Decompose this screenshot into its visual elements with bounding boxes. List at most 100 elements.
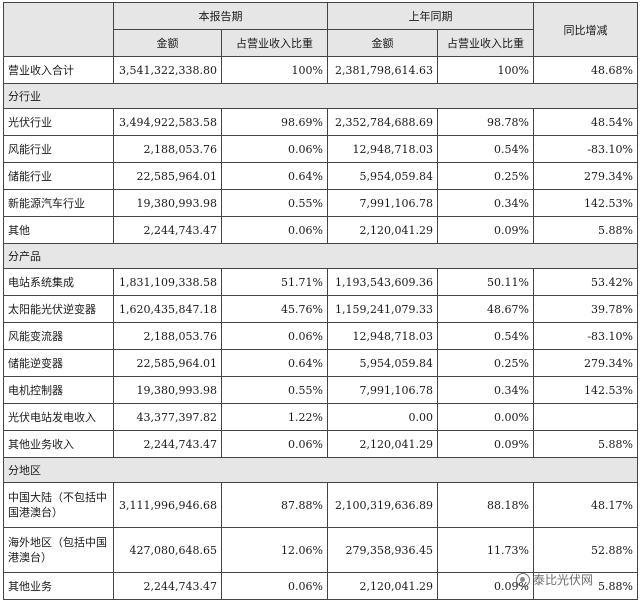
- current-ratio: 51.71%: [221, 268, 328, 296]
- current-ratio: 1.22%: [221, 403, 328, 431]
- table-row: 电站系统集成 1,831,109,338.58 51.71% 1,193,543,60…: [3, 268, 638, 296]
- prior-amount: 7,991,106.78: [327, 189, 438, 217]
- prior-ratio: 88.18%: [437, 482, 534, 528]
- current-ratio: 0.64%: [221, 349, 328, 377]
- yoy-change: 279.34%: [533, 162, 638, 190]
- total-yoy: 48.68%: [533, 56, 638, 84]
- table-row: 风能行业 2,188,053.76 0.06% 12,948,718.03 0.54% -…: [3, 135, 638, 163]
- current-ratio: 0.06%: [221, 322, 328, 350]
- header-current-amount: 金额: [113, 29, 222, 57]
- prior-ratio: 50.11%: [437, 268, 534, 296]
- current-amount: 3,111,996,946.68: [113, 482, 222, 528]
- current-amount: 22,585,964.01: [113, 162, 222, 190]
- yoy-change: 53.42%: [533, 268, 638, 296]
- current-amount: 2,244,743.47: [113, 572, 222, 600]
- total-prior-ratio: 100%: [437, 56, 534, 84]
- total-current-amount: 3,541,322,338.80: [113, 56, 222, 84]
- prior-amount: 279,358,936.45: [327, 527, 438, 573]
- prior-ratio: 11.73%: [437, 527, 534, 573]
- current-amount: 43,377,397.82: [113, 403, 222, 431]
- section-header-row: 分产品: [3, 243, 638, 269]
- prior-amount: 12,948,718.03: [327, 135, 438, 163]
- yoy-change: 48.54%: [533, 108, 638, 136]
- current-ratio: 0.55%: [221, 376, 328, 404]
- current-ratio: 87.88%: [221, 482, 328, 528]
- table-row: 中国大陆（不包括中国港澳台） 3,111,996,946.68 87.88% 2,10…: [3, 482, 638, 528]
- table-row: 海外地区（包括中国港澳台） 427,080,648.65 12.06% 279,358…: [3, 527, 638, 573]
- header-prior-amount: 金额: [327, 29, 438, 57]
- row-label: 光伏行业: [3, 108, 114, 136]
- current-amount: 427,080,648.65: [113, 527, 222, 573]
- table-row: 光伏电站发电收入 43,377,397.82 1.22% 0.00 0.00%: [3, 403, 638, 431]
- yoy-change: 5.88%: [533, 572, 638, 600]
- header-blank: [3, 2, 114, 57]
- total-label: 营业收入合计: [3, 56, 114, 84]
- prior-ratio: 0.54%: [437, 322, 534, 350]
- current-amount: 19,380,993.98: [113, 189, 222, 217]
- current-ratio: 0.06%: [221, 430, 328, 458]
- watermark: 泰比光伏网: [516, 571, 593, 588]
- row-label: 其他: [3, 216, 114, 244]
- table-row: 其他业务 2,244,743.47 0.06% 2,120,041.29 0.09% 5.…: [3, 572, 638, 600]
- prior-amount: 7,991,106.78: [327, 376, 438, 404]
- current-ratio: 12.06%: [221, 527, 328, 573]
- yoy-change: 5.88%: [533, 216, 638, 244]
- header-row-groups: 本报告期 上年同期 同比增减: [3, 2, 638, 57]
- row-label: 太阳能光伏逆变器: [3, 295, 114, 323]
- prior-amount: 5,954,059.84: [327, 162, 438, 190]
- current-ratio: 0.55%: [221, 189, 328, 217]
- current-amount: 22,585,964.01: [113, 349, 222, 377]
- total-current-ratio: 100%: [221, 56, 328, 84]
- prior-ratio: 0.25%: [437, 349, 534, 377]
- prior-amount: 2,100,319,636.89: [327, 482, 438, 528]
- total-prior-amount: 2,381,798,614.63: [327, 56, 438, 84]
- prior-ratio: 0.09%: [437, 216, 534, 244]
- table-row: 太阳能光伏逆变器 1,620,435,847.18 45.76% 1,159,241,…: [3, 295, 638, 323]
- current-ratio: 45.76%: [221, 295, 328, 323]
- current-amount: 1,620,435,847.18: [113, 295, 222, 323]
- yoy-change: 279.34%: [533, 349, 638, 377]
- prior-amount: 12,948,718.03: [327, 322, 438, 350]
- prior-amount: 2,120,041.29: [327, 216, 438, 244]
- section-title: 分地区: [3, 457, 638, 483]
- header-row-columns: 金额 占营业收入比重 金额 占营业收入比重: [4, 29, 638, 57]
- prior-amount: 2,352,784,688.69: [327, 108, 438, 136]
- section-title: 分行业: [3, 83, 638, 109]
- current-amount: 3,494,922,583.58: [113, 108, 222, 136]
- table-row: 其他 2,244,743.47 0.06% 2,120,041.29 0.09% 5.88…: [3, 216, 638, 244]
- table-row: 新能源汽车行业 19,380,993.98 0.55% 7,991,106.78 0.3…: [3, 189, 638, 217]
- yoy-change: 52.88%: [533, 527, 638, 573]
- yoy-change: -83.10%: [533, 135, 638, 163]
- watermark-text: 泰比光伏网: [533, 573, 594, 587]
- header-prior-ratio: 占营业收入比重: [437, 29, 534, 57]
- yoy-change: 142.53%: [533, 376, 638, 404]
- revenue-table: 本报告期 上年同期 同比增减 金额 占营业收入比重 金额 占营业收入比重 营业收…: [3, 2, 638, 600]
- row-label: 电站系统集成: [3, 268, 114, 296]
- prior-amount: 0.00: [327, 403, 438, 431]
- prior-amount: 2,120,041.29: [327, 430, 438, 458]
- prior-amount: 5,954,059.84: [327, 349, 438, 377]
- yoy-change: 39.78%: [533, 295, 638, 323]
- header-current-period: 本报告期: [113, 2, 328, 30]
- current-amount: 19,380,993.98: [113, 376, 222, 404]
- current-ratio: 0.06%: [221, 135, 328, 163]
- row-label: 电机控制器: [3, 376, 114, 404]
- prior-amount: 1,193,543,609.36: [327, 268, 438, 296]
- prior-ratio: 0.09%: [437, 430, 534, 458]
- prior-ratio: 0.34%: [437, 376, 534, 404]
- current-ratio: 0.06%: [221, 216, 328, 244]
- yoy-change: [533, 403, 638, 431]
- header-current-ratio: 占营业收入比重: [221, 29, 328, 57]
- current-ratio: 0.06%: [221, 572, 328, 600]
- table-row: 电机控制器 19,380,993.98 0.55% 7,991,106.78 0.34%…: [3, 376, 638, 404]
- table-row: 储能逆变器 22,585,964.01 0.64% 5,954,059.84 0.25%…: [3, 349, 638, 377]
- row-label: 风能行业: [3, 135, 114, 163]
- row-label: 中国大陆（不包括中国港澳台）: [3, 482, 114, 528]
- current-amount: 2,244,743.47: [113, 430, 222, 458]
- row-label: 光伏电站发电收入: [3, 403, 114, 431]
- prior-ratio: 0.25%: [437, 162, 534, 190]
- total-row: 营业收入合计 3,541,322,338.80 100% 2,381,798,6…: [3, 56, 638, 84]
- section-title: 分产品: [3, 243, 638, 269]
- prior-ratio: 0.00%: [437, 403, 534, 431]
- row-label: 储能逆变器: [3, 349, 114, 377]
